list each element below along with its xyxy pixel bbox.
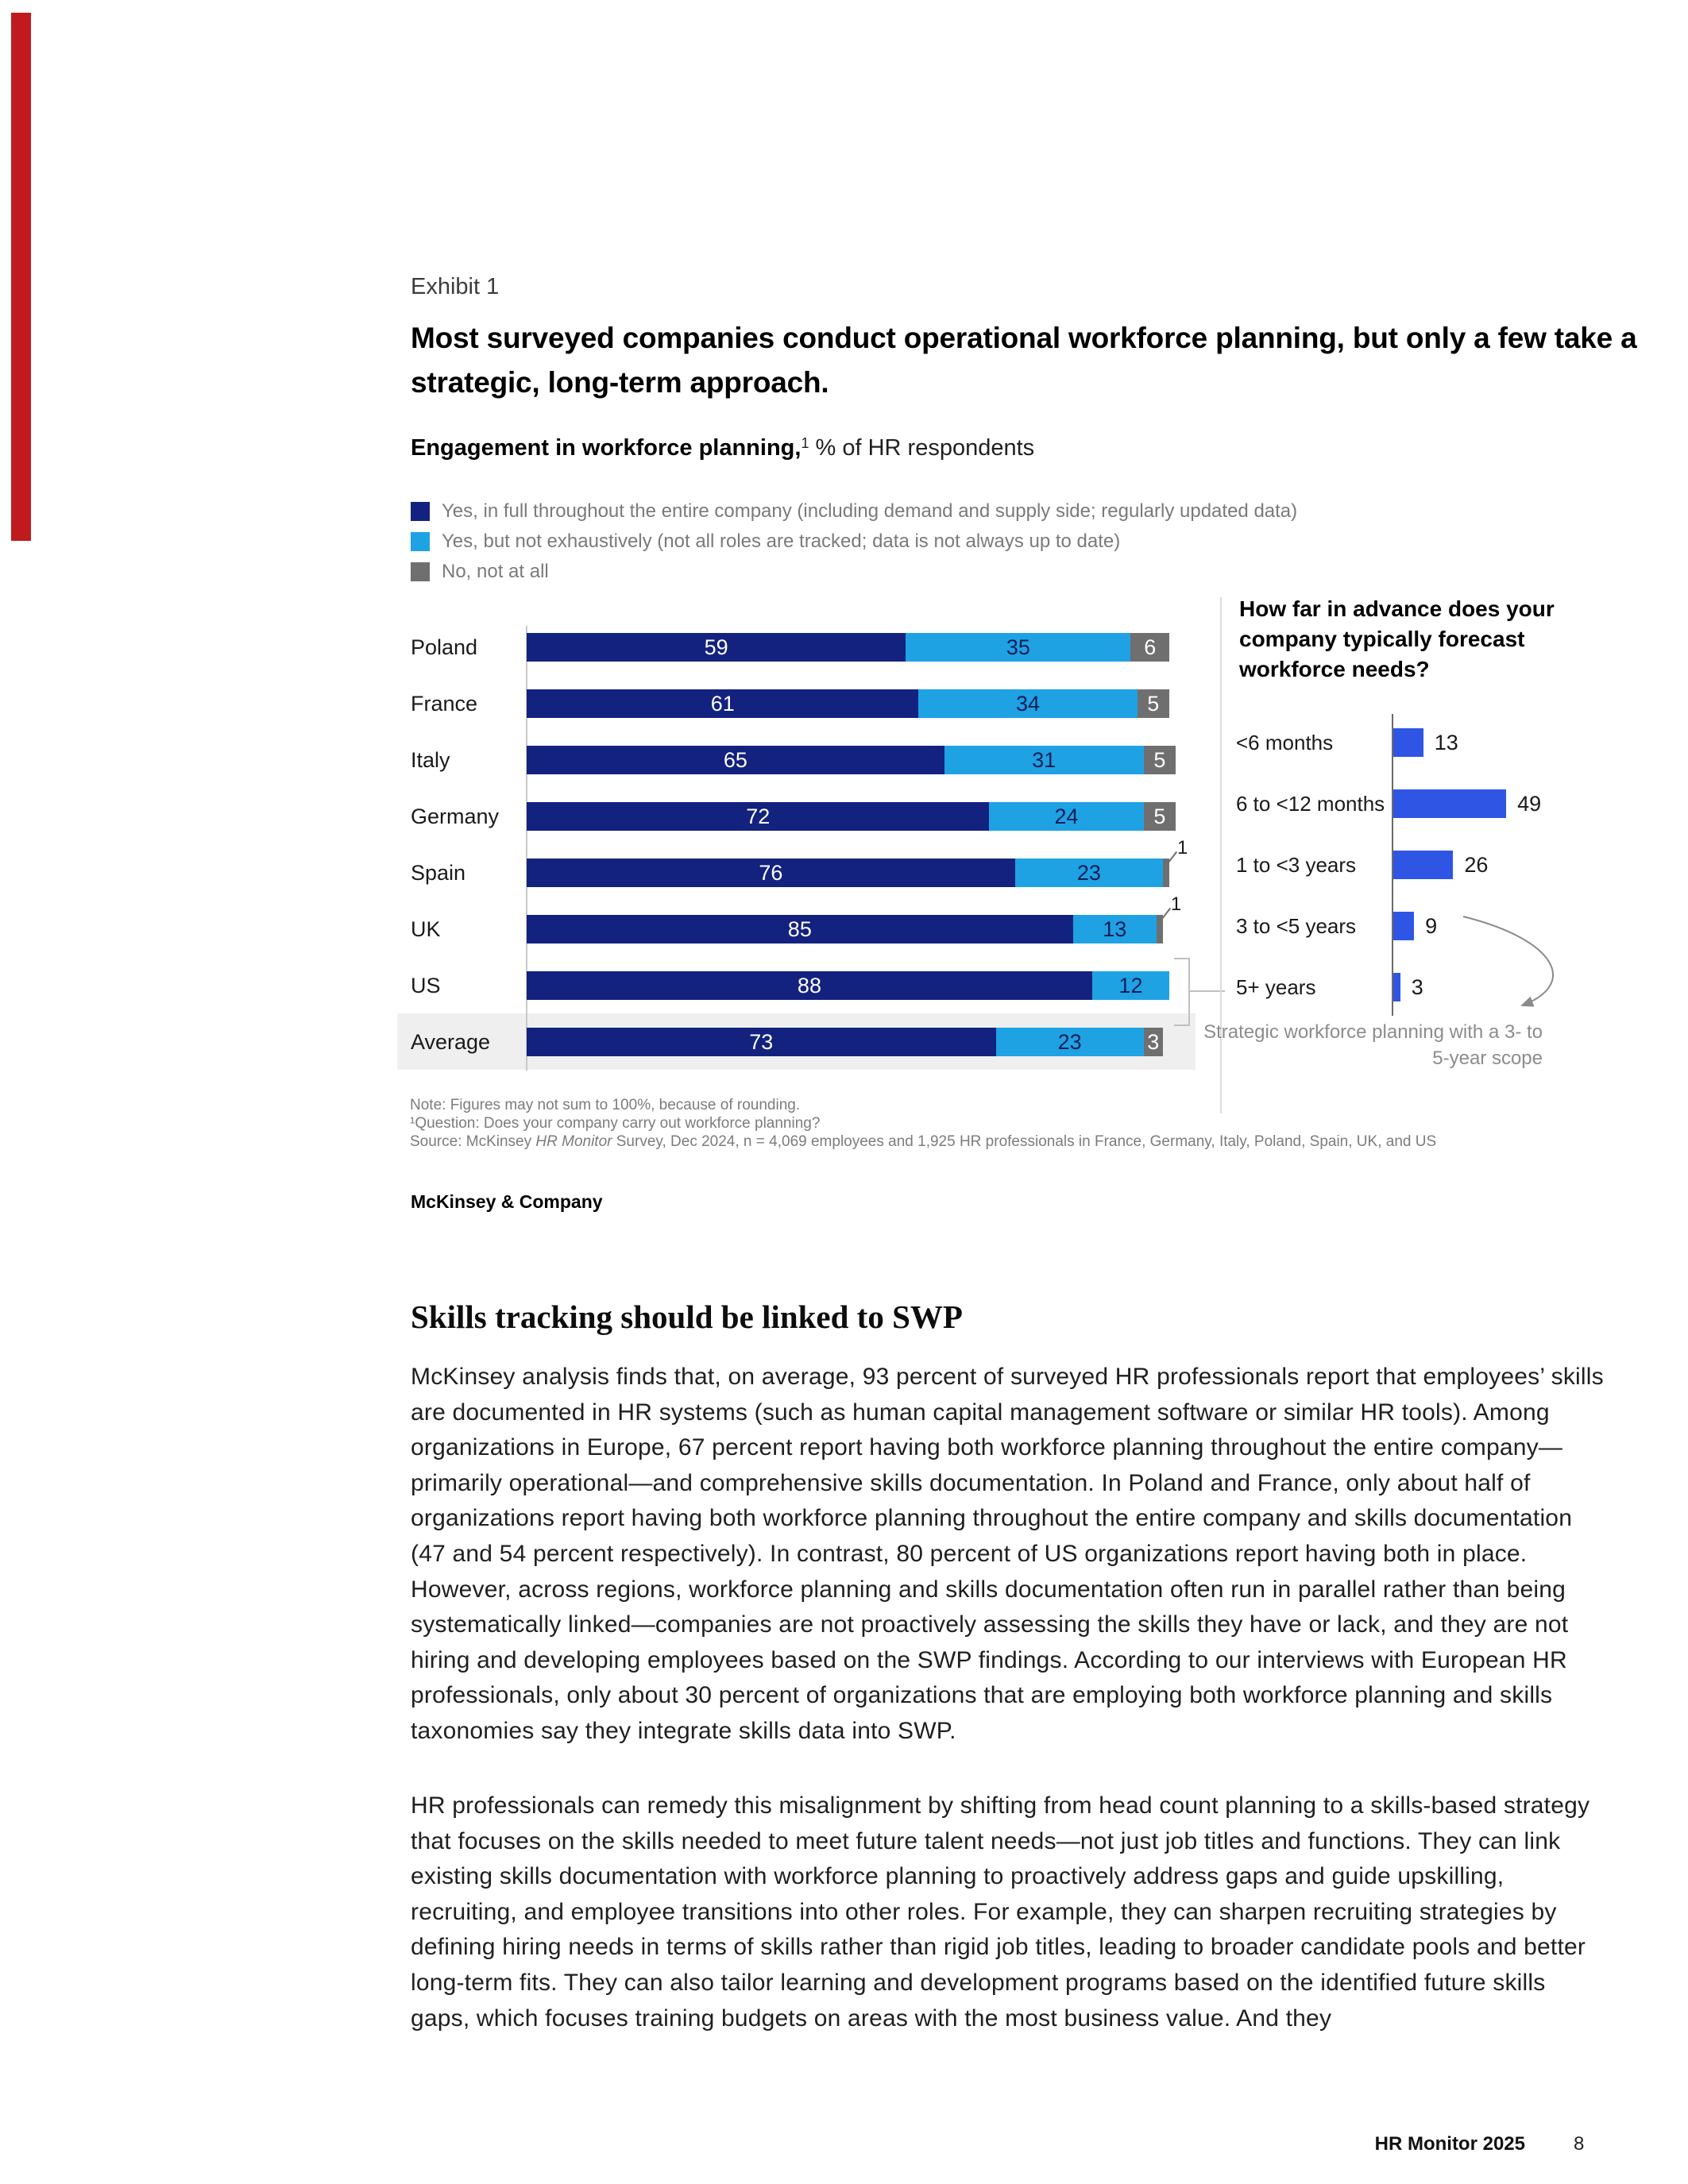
legend-item-partial: Yes, but not exhaustively (not all roles… bbox=[411, 531, 1297, 552]
bar-segment-partial: 24 bbox=[989, 802, 1144, 831]
panel-divider-line bbox=[1220, 597, 1222, 1113]
bar-segment-partial: 31 bbox=[944, 746, 1144, 774]
chart-subtitle-bold: Engagement in workforce planning, bbox=[411, 435, 802, 461]
forecast-axis-line bbox=[1392, 714, 1393, 1016]
bar-segment-full: 72 bbox=[527, 802, 990, 831]
bar-segment-partial: 23 bbox=[1014, 859, 1163, 887]
bar-segment-none: 5 bbox=[1143, 802, 1176, 831]
forecast-category-label: 6 to <12 months bbox=[1236, 791, 1385, 816]
mckinsey-brand: McKinsey & Company bbox=[411, 1191, 603, 1212]
forecast-value-label: 26 bbox=[1464, 852, 1489, 877]
outside-value-label: 1 bbox=[1177, 837, 1188, 859]
section-heading: Skills tracking should be linked to SWP bbox=[411, 1298, 963, 1335]
category-label: Spain bbox=[411, 860, 466, 885]
bar-segment-full: 73 bbox=[527, 1028, 996, 1056]
category-label: Poland bbox=[411, 635, 478, 659]
leader-tick-icon bbox=[1166, 851, 1178, 865]
exhibit-title: Most surveyed companies conduct operatio… bbox=[411, 322, 1637, 399]
legend-swatch-full-icon bbox=[411, 502, 430, 521]
category-label: France bbox=[411, 691, 478, 716]
main-chart-axis-line bbox=[526, 626, 527, 1071]
category-label: US bbox=[411, 973, 441, 997]
bar-segment-full: 85 bbox=[527, 915, 1073, 943]
forecast-category-label: 5+ years bbox=[1236, 974, 1316, 999]
strategic-swp-annotation: Strategic workforce planning with a 3- t… bbox=[1203, 1021, 1543, 1069]
outside-value-label: 1 bbox=[1170, 893, 1182, 915]
category-label: Germany bbox=[411, 804, 500, 828]
forecast-value-label: 13 bbox=[1434, 730, 1458, 754]
bar-segment-none: 3 bbox=[1143, 1028, 1163, 1056]
category-label: Average bbox=[411, 1029, 491, 1054]
us-bracket-connector bbox=[1190, 990, 1225, 992]
bar-segment-partial: 13 bbox=[1072, 915, 1157, 943]
body-paragraph-2: HR professionals can remedy this misalig… bbox=[411, 1792, 1590, 2032]
chart-subtitle: Engagement in workforce planning,1 % of … bbox=[411, 435, 1034, 461]
bar-segment-full: 59 bbox=[527, 633, 906, 662]
source-suffix: Survey, Dec 2024, n = 4,069 employees an… bbox=[612, 1133, 1437, 1150]
source-italic: HR Monitor bbox=[535, 1133, 612, 1150]
exhibit-label: Exhibit 1 bbox=[411, 274, 500, 299]
bar-segment-full: 61 bbox=[527, 689, 919, 718]
chart-subtitle-rest: % of HR respondents bbox=[809, 435, 1035, 461]
forecast-category-label: 1 to <3 years bbox=[1236, 852, 1357, 877]
source-prefix: Source: McKinsey bbox=[410, 1133, 536, 1150]
legend-label-none: No, not at all bbox=[442, 561, 549, 582]
bar-segment-none bbox=[1156, 915, 1163, 943]
bar-segment-none bbox=[1162, 859, 1169, 887]
legend-swatch-partial-icon bbox=[411, 532, 430, 551]
forecast-bar bbox=[1393, 912, 1415, 940]
category-label: UK bbox=[411, 916, 441, 941]
us-bracket-vertical bbox=[1188, 958, 1190, 1026]
category-label: Italy bbox=[411, 747, 450, 772]
bar-segment-full: 76 bbox=[527, 859, 1015, 887]
forecast-bar bbox=[1393, 851, 1454, 879]
forecast-category-label: 3 to <5 years bbox=[1236, 913, 1357, 938]
bar-segment-full: 88 bbox=[527, 971, 1092, 1000]
us-bracket-tick-bottom bbox=[1174, 1024, 1188, 1026]
bar-segment-partial: 34 bbox=[918, 689, 1138, 718]
forecast-category-label: <6 months bbox=[1236, 730, 1334, 754]
footer-report-title: HR Monitor 2025 bbox=[1374, 2133, 1525, 2155]
source-line: Source: McKinsey HR Monitor Survey, Dec … bbox=[410, 1133, 1436, 1151]
forecast-value-label: 9 bbox=[1425, 913, 1438, 938]
forecast-value-label: 3 bbox=[1411, 974, 1423, 999]
us-bracket-tick-top bbox=[1174, 958, 1188, 959]
red-accent-bar bbox=[11, 13, 31, 541]
bar-segment-partial: 35 bbox=[906, 633, 1131, 662]
bar-segment-partial: 12 bbox=[1091, 971, 1169, 1000]
legend-item-full: Yes, in full throughout the entire compa… bbox=[411, 500, 1298, 522]
footer-page-number: 8 bbox=[1574, 2133, 1585, 2155]
legend-swatch-none-icon bbox=[411, 562, 430, 581]
chart-legend: Yes, in full throughout the entire compa… bbox=[411, 500, 1298, 592]
note-line: Note: Figures may not sum to 100%, becau… bbox=[410, 1097, 801, 1113]
legend-label-partial: Yes, but not exhaustively (not all roles… bbox=[442, 531, 1121, 552]
bar-segment-partial: 23 bbox=[995, 1028, 1144, 1056]
forecast-bar bbox=[1393, 789, 1507, 818]
forecast-bar bbox=[1393, 728, 1423, 757]
question-line: ¹Question: Does your company carry out w… bbox=[410, 1115, 821, 1132]
legend-item-none: No, not at all bbox=[411, 561, 1297, 582]
forecast-bar bbox=[1393, 973, 1400, 1001]
forecast-panel-heading: How far in advance does your company typ… bbox=[1239, 596, 1555, 681]
legend-label-full: Yes, in full throughout the entire compa… bbox=[442, 500, 1298, 522]
bar-segment-none: 5 bbox=[1143, 746, 1176, 774]
body-paragraph-1: McKinsey analysis finds that, on average… bbox=[411, 1364, 1604, 1744]
forecast-value-label: 49 bbox=[1517, 791, 1542, 816]
bar-segment-none: 5 bbox=[1137, 689, 1169, 718]
bar-segment-full: 65 bbox=[527, 746, 944, 774]
subtitle-footnote-marker: 1 bbox=[801, 435, 809, 451]
footnote-block: Note: Figures may not sum to 100%, becau… bbox=[410, 1096, 1436, 1151]
bar-segment-none: 6 bbox=[1130, 633, 1169, 662]
leader-tick-icon bbox=[1160, 907, 1172, 921]
